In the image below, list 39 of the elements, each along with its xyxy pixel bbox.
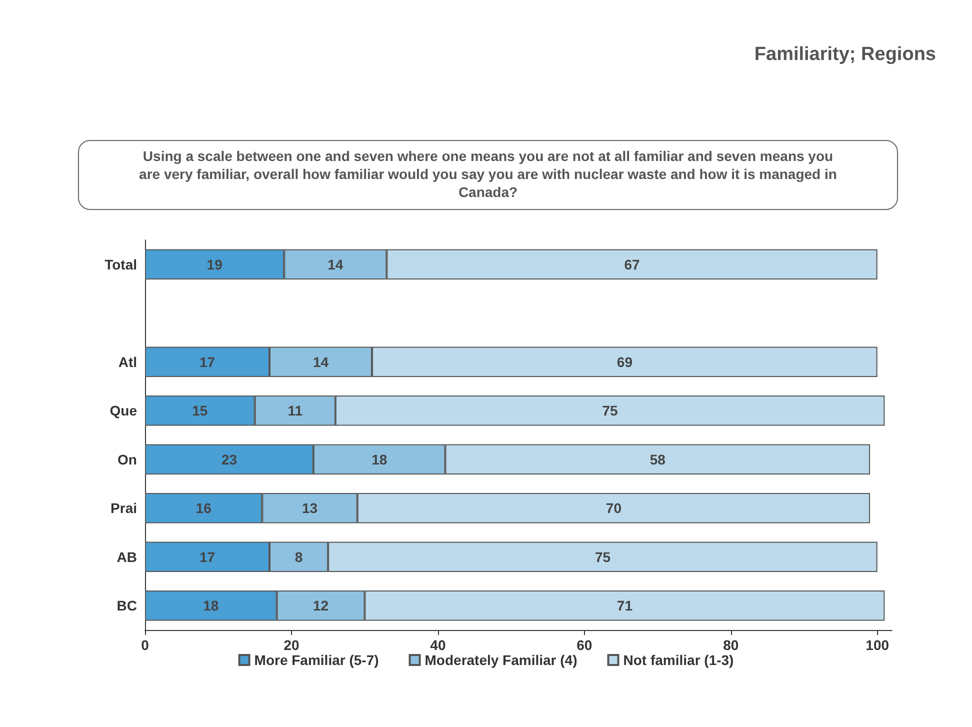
data-label: 14 <box>312 354 329 370</box>
data-label: 11 <box>288 402 303 419</box>
y-tick-label: Total <box>104 256 137 272</box>
y-tick-label: Que <box>110 402 138 419</box>
data-label: 12 <box>312 598 329 614</box>
data-label: 15 <box>192 402 208 419</box>
data-label: 18 <box>203 598 219 614</box>
legend-label: Not familiar (1-3) <box>623 652 734 668</box>
data-label: 71 <box>616 598 633 614</box>
data-label: 17 <box>199 354 216 370</box>
data-label: 69 <box>616 354 633 370</box>
x-tick-label: 60 <box>576 637 592 653</box>
y-tick-label: BC <box>116 598 137 614</box>
y-tick-label: Atl <box>118 354 137 370</box>
legend-label: Moderately Familiar (4) <box>424 652 578 668</box>
data-label: 75 <box>594 548 611 565</box>
data-label: 58 <box>650 451 666 468</box>
chart-title: Familiarity; Regions <box>754 44 936 66</box>
x-tick-label: 100 <box>866 637 890 653</box>
data-label: 8 <box>294 548 303 565</box>
x-tick-label: 0 <box>141 637 150 653</box>
y-tick-label: AB <box>116 548 137 565</box>
data-label: 16 <box>196 500 212 516</box>
y-tick-label: Prai <box>110 500 137 516</box>
legend-label: More Familiar (5-7) <box>254 652 379 668</box>
data-label: 13 <box>302 500 318 516</box>
data-label: 67 <box>624 256 640 272</box>
data-label: 75 <box>602 402 618 419</box>
data-label: 14 <box>328 256 344 272</box>
data-label: 70 <box>606 500 622 516</box>
data-label: 19 <box>206 256 223 272</box>
y-tick-label: On <box>118 451 137 468</box>
chart-subtitle: Using a scale between one and seven where one means you are not at all familiar and seven means you are very familiar, overall how familiar would you say you are with nuclear waste and how it is managed in Canada? <box>78 140 898 210</box>
x-tick-label: 80 <box>723 637 739 653</box>
data-label: 17 <box>199 548 216 565</box>
data-label: 23 <box>221 451 238 468</box>
data-label: 18 <box>372 451 388 468</box>
x-tick-label: 20 <box>284 637 300 653</box>
x-tick-label: 40 <box>430 637 446 653</box>
